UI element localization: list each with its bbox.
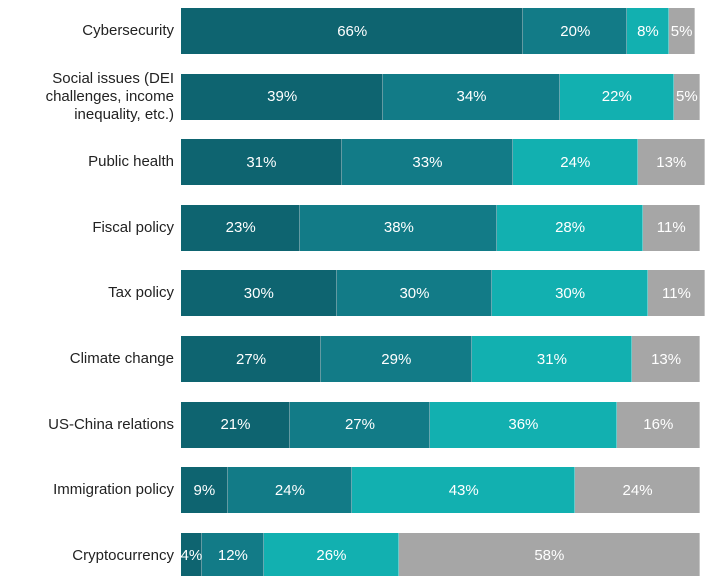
bar-segment bbox=[336, 270, 493, 317]
bar-segment bbox=[181, 204, 301, 251]
bar-segment bbox=[383, 73, 560, 120]
category-label: Immigration policy bbox=[53, 481, 174, 499]
data-label: 38% bbox=[383, 219, 414, 237]
data-label: 26% bbox=[316, 547, 347, 565]
data-label: 27% bbox=[344, 416, 375, 434]
category-label: Climate change bbox=[69, 350, 174, 367]
data-label: 20% bbox=[560, 22, 591, 40]
data-label: 4% bbox=[180, 547, 203, 565]
bar-segment bbox=[673, 73, 700, 120]
data-label: 13% bbox=[656, 153, 687, 171]
bar-segment bbox=[497, 204, 643, 251]
bar-segment bbox=[181, 532, 202, 576]
category-label: US-China relations bbox=[48, 415, 174, 433]
category-label: Fiscal policy bbox=[92, 218, 174, 236]
data-label: 31% bbox=[246, 153, 277, 171]
data-label: 39% bbox=[267, 88, 298, 106]
data-label: 30% bbox=[243, 284, 274, 302]
data-label: 31% bbox=[536, 350, 567, 368]
data-label: 29% bbox=[381, 350, 412, 368]
bar-segment bbox=[181, 467, 228, 514]
data-label: 23% bbox=[225, 219, 256, 237]
bar-segment bbox=[321, 336, 472, 382]
data-label: 43% bbox=[448, 481, 479, 499]
bar-segment bbox=[513, 139, 638, 186]
bar-segment bbox=[341, 139, 514, 186]
data-label: 30% bbox=[555, 284, 586, 302]
category-label: Tax policy bbox=[108, 284, 174, 302]
bar-segment bbox=[181, 139, 342, 186]
bar-segment bbox=[559, 73, 674, 120]
data-label: 24% bbox=[622, 481, 653, 499]
data-label: 58% bbox=[534, 547, 565, 565]
data-label: 34% bbox=[456, 88, 487, 106]
bar-segment bbox=[300, 204, 498, 251]
bar-segment bbox=[575, 467, 700, 514]
data-label: 13% bbox=[651, 350, 682, 368]
data-label: 11% bbox=[656, 219, 686, 237]
bar-segment bbox=[201, 532, 264, 576]
data-label: 12% bbox=[217, 547, 248, 565]
data-label: 22% bbox=[601, 88, 632, 106]
bar-segment bbox=[398, 532, 700, 576]
data-label: 36% bbox=[508, 416, 539, 434]
data-label: 5% bbox=[675, 88, 698, 106]
bar-segment bbox=[181, 73, 384, 120]
bar-segment bbox=[627, 8, 669, 54]
bar-segment bbox=[289, 401, 431, 448]
bar-segment bbox=[492, 270, 648, 317]
data-label: 21% bbox=[220, 416, 251, 434]
bar-segment bbox=[668, 8, 695, 54]
bar-segment bbox=[227, 467, 353, 514]
data-label: 30% bbox=[399, 284, 430, 302]
data-label: 27% bbox=[236, 350, 267, 368]
bar-segment bbox=[430, 401, 617, 448]
bar-segment bbox=[523, 8, 628, 54]
data-label: 28% bbox=[555, 219, 586, 237]
data-label: 9% bbox=[193, 481, 216, 499]
category-label: Cybersecurity bbox=[82, 22, 174, 39]
data-label: 16% bbox=[643, 416, 674, 434]
bar-segment bbox=[616, 401, 700, 448]
data-label: 8% bbox=[637, 22, 659, 40]
bar-segment bbox=[181, 336, 322, 382]
bar-segment bbox=[181, 270, 337, 317]
data-label: 11% bbox=[661, 284, 691, 302]
category-label: Public health bbox=[88, 153, 174, 171]
data-label: 24% bbox=[274, 481, 305, 499]
data-label: 33% bbox=[412, 153, 443, 171]
category-label: Social issues (DEI challenges, income in… bbox=[45, 69, 174, 123]
category-label: Cryptocurrency bbox=[72, 546, 174, 564]
data-label: 5% bbox=[670, 22, 693, 40]
bar-segment bbox=[471, 336, 633, 382]
bar-segment bbox=[637, 139, 705, 186]
bar-segment bbox=[181, 401, 290, 448]
data-label: 24% bbox=[560, 153, 591, 171]
bar-segment bbox=[264, 532, 399, 576]
bar-segment bbox=[352, 467, 576, 514]
bar-segment bbox=[632, 336, 700, 382]
bar-segment bbox=[647, 270, 705, 317]
bar-segment bbox=[642, 204, 700, 251]
bar-segment bbox=[181, 8, 524, 54]
data-label: 66% bbox=[337, 22, 368, 40]
